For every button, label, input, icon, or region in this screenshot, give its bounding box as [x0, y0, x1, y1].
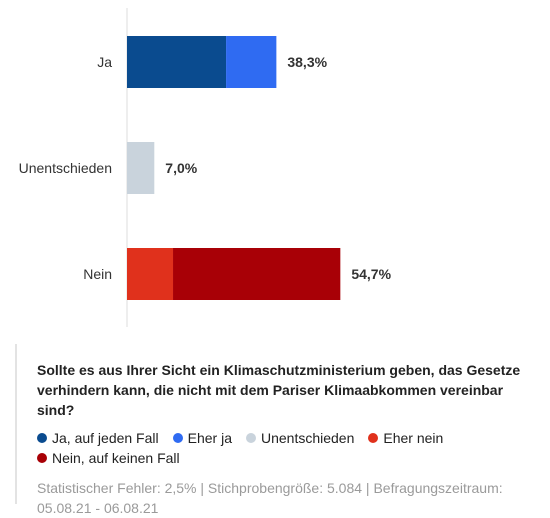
legend-dot-icon [172, 433, 183, 443]
bar-segment [127, 36, 227, 88]
bar-segment [226, 36, 277, 88]
legend-label: Eher nein [383, 430, 444, 446]
legend-label: Nein, auf keinen Fall [52, 450, 180, 466]
legend-dot-icon [245, 433, 256, 443]
legend-dot-icon [368, 433, 379, 443]
category-label: Ja [97, 54, 112, 70]
legend: Ja, auf jeden Fall Eher ja Unentschieden Eh… [37, 428, 540, 468]
value-label: 54,7% [351, 266, 391, 282]
legend-label: Ja, auf jeden Fall [52, 430, 159, 446]
survey-question: Sollte es aus Ihrer Sicht ein Klimaschut… [37, 362, 521, 418]
legend-item: Nein, auf keinen Fall [37, 448, 180, 468]
legend-dot-icon [37, 453, 47, 463]
value-label: 7,0% [165, 160, 197, 176]
legend-item: Unentschieden [245, 428, 355, 448]
value-label: 38,3% [287, 54, 327, 70]
stacked-bar-chart: Ja 38,3% Unentschieden 7,0% Nein 54,7% [19, 8, 392, 327]
survey-footer: Statistischer Fehler: 2,5% | Stichproben… [37, 480, 503, 516]
bar-segment [127, 142, 155, 194]
legend-label: Unentschieden [260, 430, 355, 446]
legend-label: Eher ja [187, 430, 232, 446]
bar-segment [127, 248, 174, 300]
bar-segment [173, 248, 341, 300]
category-label: Nein [83, 266, 112, 282]
legend-item: Eher nein [368, 428, 443, 448]
legend-item: Ja, auf jeden Fall [37, 428, 159, 448]
legend-item: Eher ja [172, 428, 232, 448]
info-panel: Sollte es aus Ihrer Sicht ein Klimaschut… [15, 344, 540, 516]
category-label: Unentschieden [19, 160, 112, 176]
legend-dot-icon [37, 433, 47, 443]
